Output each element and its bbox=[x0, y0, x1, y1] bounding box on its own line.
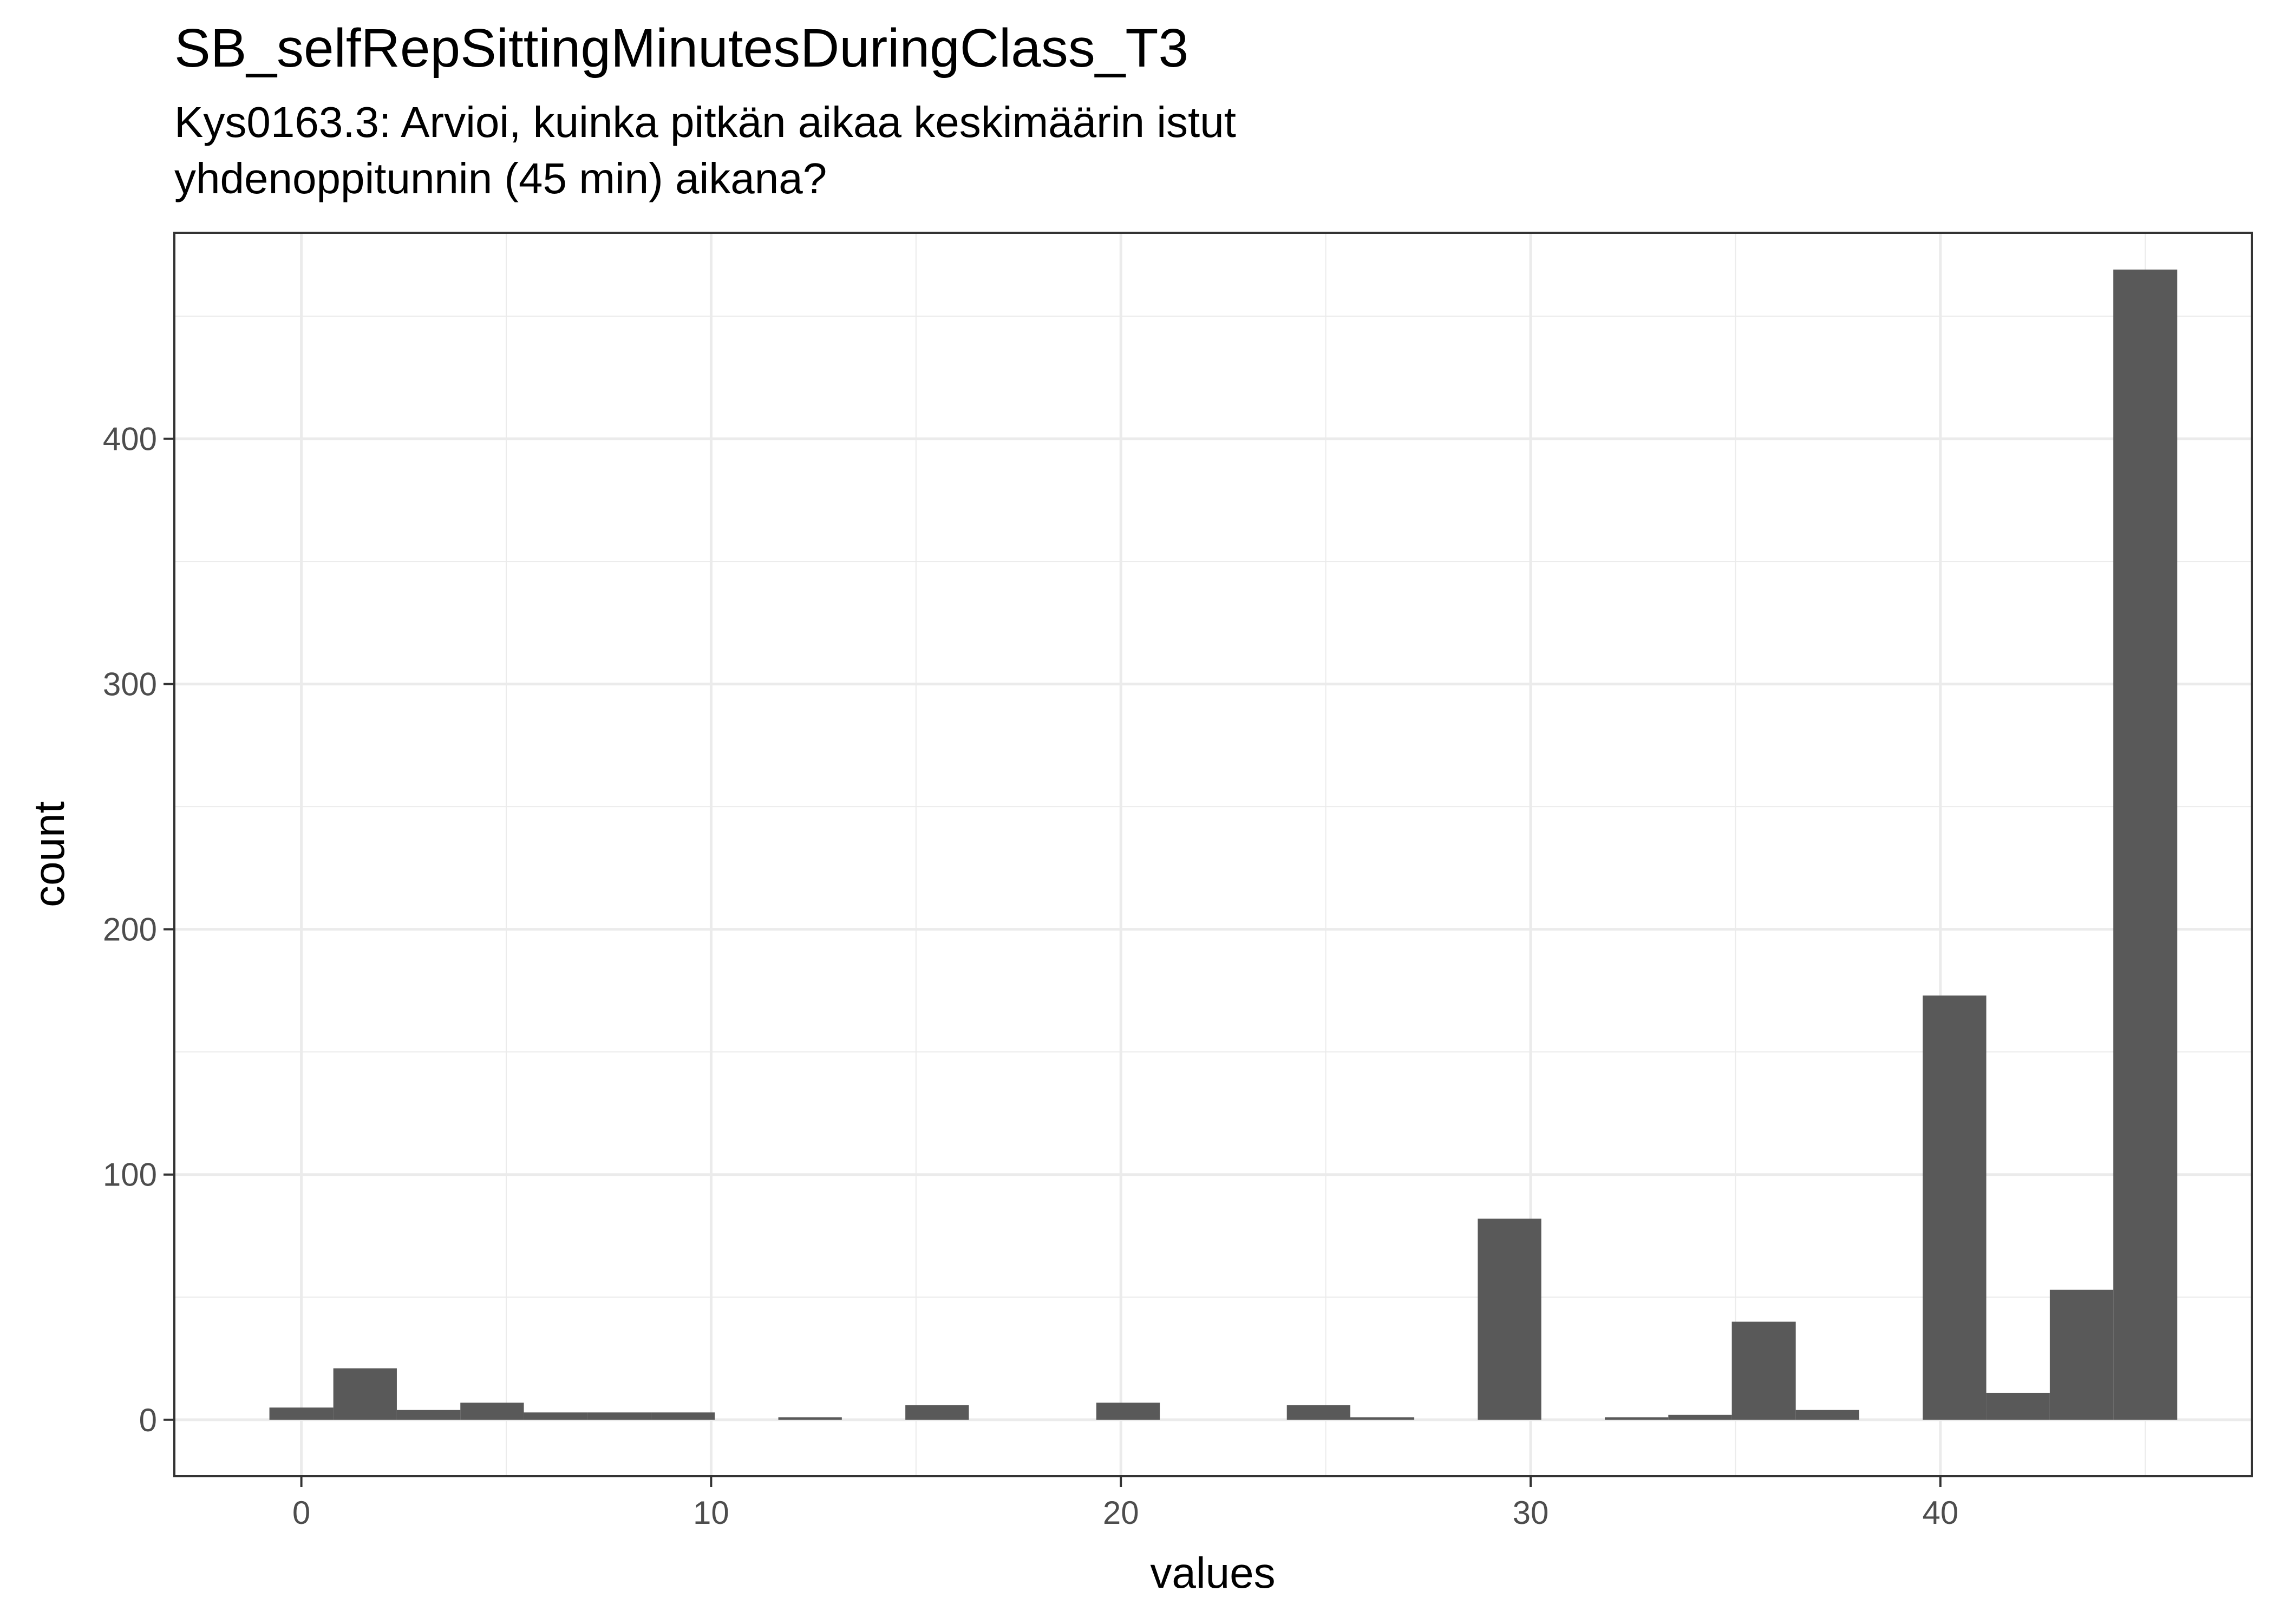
x-tick-label: 40 bbox=[1922, 1495, 1958, 1531]
histogram-bar bbox=[1478, 1219, 1541, 1420]
histogram-bar bbox=[905, 1405, 969, 1420]
histogram-bar bbox=[1731, 1321, 1796, 1420]
histogram-bar bbox=[2113, 269, 2178, 1420]
y-tick-label: 100 bbox=[103, 1157, 157, 1193]
histogram-bar bbox=[778, 1417, 842, 1420]
x-axis-title: values bbox=[1150, 1549, 1275, 1597]
histogram-bar bbox=[460, 1403, 524, 1420]
x-tick-label: 30 bbox=[1513, 1495, 1549, 1531]
y-tick-label: 200 bbox=[103, 912, 157, 948]
histogram-bar bbox=[651, 1412, 715, 1420]
histogram-bar bbox=[269, 1407, 334, 1420]
chart-title: SB_selfRepSittingMinutesDuringClass_T3 bbox=[174, 18, 1188, 78]
y-tick-label: 400 bbox=[103, 421, 157, 457]
x-tick-label: 20 bbox=[1103, 1495, 1139, 1531]
y-tick-label: 300 bbox=[103, 666, 157, 703]
histogram-bar bbox=[524, 1412, 587, 1420]
histogram-bar bbox=[1668, 1415, 1732, 1420]
histogram-bars bbox=[269, 269, 2178, 1420]
chart-subtitle-line-1: Kys0163.3: Arvioi, kuinka pitkän aikaa k… bbox=[174, 98, 1236, 146]
histogram-bar bbox=[1605, 1417, 1669, 1420]
histogram-bar bbox=[1096, 1403, 1160, 1420]
plot-panel-border bbox=[173, 232, 2253, 1477]
histogram-bar bbox=[1923, 996, 1987, 1420]
histogram-bar bbox=[587, 1412, 651, 1420]
histogram-bar bbox=[1350, 1417, 1415, 1420]
y-axis-title: count bbox=[25, 801, 73, 907]
x-tick-label: 10 bbox=[693, 1495, 729, 1531]
y-axis-ticks: 0 100 200 300 400 bbox=[103, 421, 174, 1438]
y-tick-label: 0 bbox=[139, 1402, 157, 1438]
x-axis-ticks: 0 10 20 30 40 bbox=[292, 1476, 1958, 1531]
histogram-bar bbox=[1286, 1405, 1351, 1420]
histogram-bar bbox=[396, 1410, 461, 1420]
histogram-bar bbox=[1986, 1392, 2050, 1420]
x-tick-label: 0 bbox=[292, 1495, 310, 1531]
histogram-bar bbox=[1795, 1410, 1859, 1420]
histogram-bar bbox=[2049, 1289, 2114, 1420]
histogram-bar bbox=[333, 1368, 397, 1420]
chart-subtitle-line-2: yhdenoppitunnin (45 min) aikana? bbox=[174, 154, 827, 202]
